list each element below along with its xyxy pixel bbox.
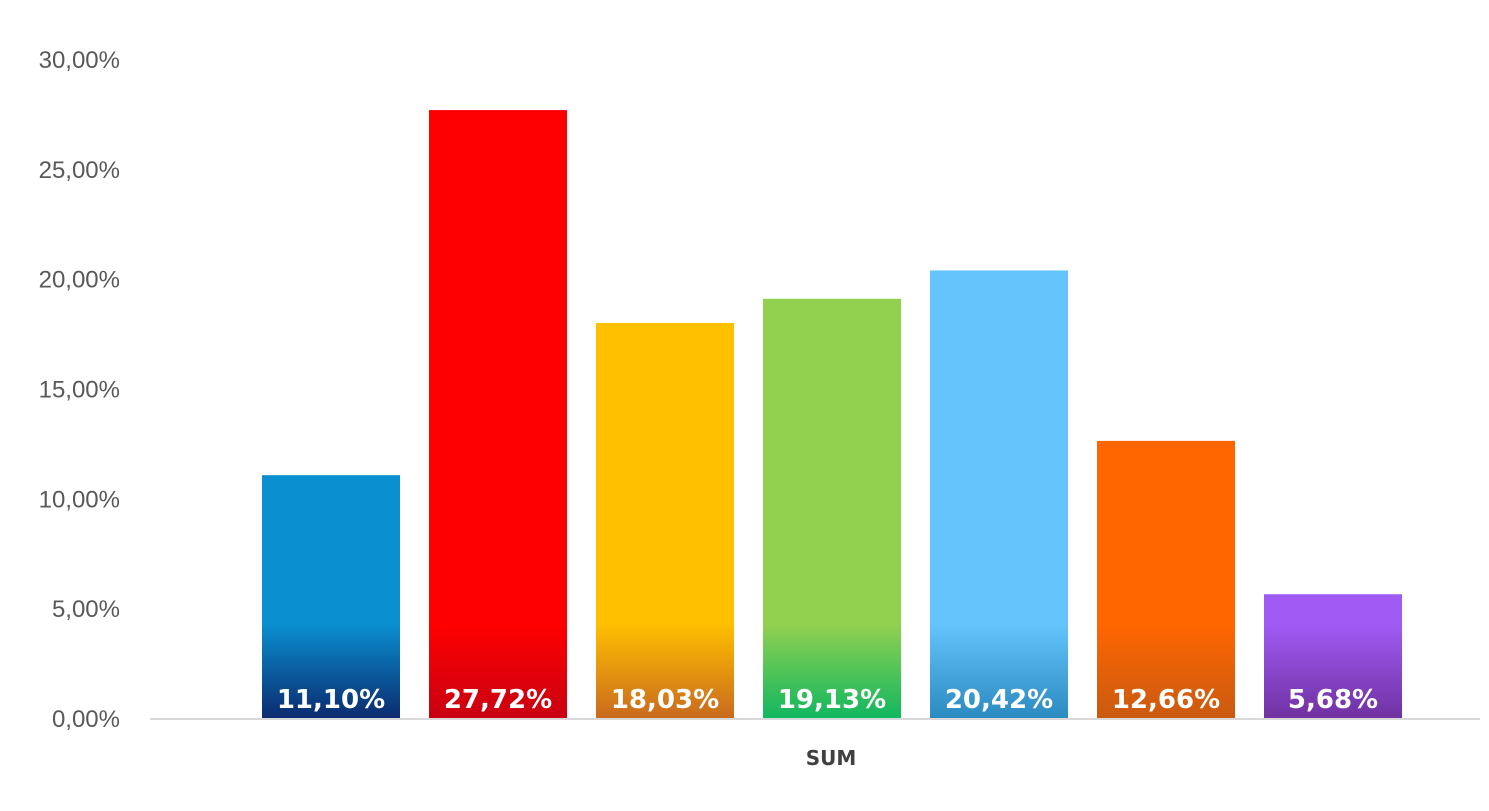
data-label: 20,42% — [945, 685, 1053, 715]
data-label: 19,13% — [778, 685, 886, 715]
data-label: 27,72% — [444, 685, 552, 715]
y-tick-label: 15,00% — [39, 377, 120, 404]
data-label: 18,03% — [611, 685, 719, 715]
bars — [262, 110, 1402, 720]
y-tick-label: 20,00% — [39, 267, 120, 294]
data-labels: 11,10% 27,72% 18,03% 19,13% 20,42% 12,66% 5,68… — [277, 685, 1378, 715]
data-label: 12,66% — [1112, 685, 1220, 715]
y-tick-label: 25,00% — [39, 157, 120, 184]
bar — [930, 270, 1068, 719]
bar — [763, 298, 901, 719]
bar — [1264, 594, 1402, 719]
bar — [1097, 440, 1235, 719]
y-tick-label: 10,00% — [39, 486, 120, 513]
y-tick-label: 0,00% — [52, 706, 120, 733]
x-category-label: SUM — [806, 746, 857, 770]
bar — [262, 475, 400, 719]
bar — [596, 322, 734, 719]
y-axis-ticks: 0,00% 5,00% 10,00% 15,00% 20,00% 25,00% 30,00% — [39, 47, 120, 733]
data-label: 11,10% — [277, 685, 385, 715]
bar — [429, 110, 567, 720]
y-tick-label: 5,00% — [52, 596, 120, 623]
data-label: 5,68% — [1288, 685, 1378, 715]
y-tick-label: 30,00% — [39, 47, 120, 74]
